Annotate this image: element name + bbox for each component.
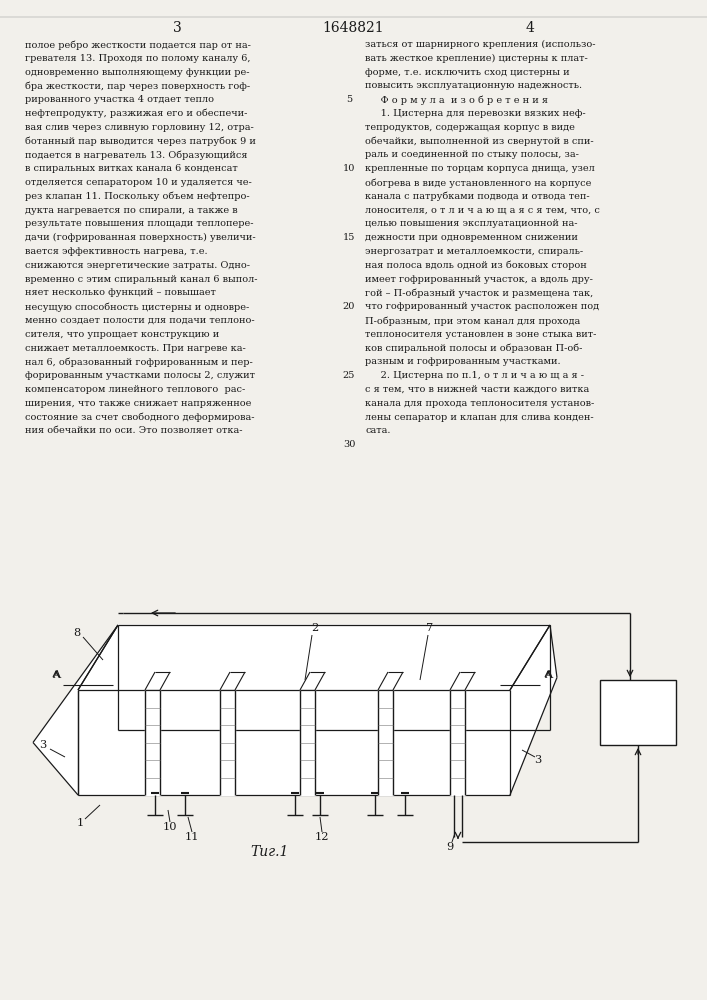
- Text: в спиральных витках канала 6 конденсат: в спиральных витках канала 6 конденсат: [25, 164, 238, 173]
- Polygon shape: [78, 625, 550, 690]
- Text: одновременно выполняющему функции ре-: одновременно выполняющему функции ре-: [25, 68, 250, 77]
- Text: 1: 1: [76, 818, 83, 828]
- Text: 5: 5: [346, 95, 352, 104]
- Text: вается эффективность нагрева, т.е.: вается эффективность нагрева, т.е.: [25, 247, 208, 256]
- Text: вая слив через сливную горловину 12, отра-: вая слив через сливную горловину 12, отр…: [25, 123, 254, 132]
- Text: дачи (гофрированная поверхность) увеличи-: дачи (гофрированная поверхность) увеличи…: [25, 233, 256, 242]
- Text: сата.: сата.: [365, 426, 390, 435]
- Text: П-образным, при этом канал для прохода: П-образным, при этом канал для прохода: [365, 316, 580, 326]
- Polygon shape: [450, 690, 465, 795]
- Text: теплоносителя установлен в зоне стыка вит-: теплоносителя установлен в зоне стыка ви…: [365, 330, 597, 339]
- Text: полое ребро жесткости подается пар от на-: полое ребро жесткости подается пар от на…: [25, 40, 251, 49]
- Text: с я тем, что в нижней части каждого витка: с я тем, что в нижней части каждого витк…: [365, 385, 589, 394]
- Polygon shape: [33, 625, 118, 795]
- Text: заться от шарнирного крепления (использо-: заться от шарнирного крепления (использо…: [365, 40, 595, 49]
- Text: снижает металлоемкость. При нагреве ка-: снижает металлоемкость. При нагреве ка-: [25, 344, 246, 353]
- Text: разным и гофрированным участками.: разным и гофрированным участками.: [365, 357, 561, 366]
- Polygon shape: [378, 690, 393, 795]
- Text: лоносителя, о т л и ч а ю щ а я с я тем, что, с: лоносителя, о т л и ч а ю щ а я с я тем,…: [365, 206, 600, 215]
- Text: рез клапан 11. Поскольку объем нефтепро-: рез клапан 11. Поскольку объем нефтепро-: [25, 192, 250, 201]
- Text: несущую способность цистерны и одновре-: несущую способность цистерны и одновре-: [25, 302, 250, 312]
- Text: лены сепаратор и клапан для слива конден-: лены сепаратор и клапан для слива конден…: [365, 413, 594, 422]
- Text: 2: 2: [311, 623, 319, 633]
- Text: гревателя 13. Проходя по полому каналу 6,: гревателя 13. Проходя по полому каналу 6…: [25, 54, 250, 63]
- Text: Ф о р м у л а  и з о б р е т е н и я: Ф о р м у л а и з о б р е т е н и я: [365, 95, 548, 105]
- Text: бра жесткости, пар через поверхность гоф-: бра жесткости, пар через поверхность гоф…: [25, 81, 250, 91]
- Bar: [600, 680, 676, 745]
- Text: результате повышения площади теплопере-: результате повышения площади теплопере-: [25, 219, 254, 228]
- Text: 2. Цистерна по п.1, о т л и ч а ю щ а я -: 2. Цистерна по п.1, о т л и ч а ю щ а я …: [365, 371, 584, 380]
- Text: ширения, что также снижает напряженное: ширения, что также снижает напряженное: [25, 399, 252, 408]
- Text: повысить эксплуатационную надежность.: повысить эксплуатационную надежность.: [365, 81, 582, 90]
- Text: компенсатором линейного теплового  рас-: компенсатором линейного теплового рас-: [25, 385, 245, 394]
- Text: канала с патрубками подвода и отвода теп-: канала с патрубками подвода и отвода теп…: [365, 192, 590, 201]
- Text: канала для прохода теплоносителя установ-: канала для прохода теплоносителя установ…: [365, 399, 595, 408]
- Text: 3: 3: [40, 740, 47, 750]
- Text: подается в нагреватель 13. Образующийся: подается в нагреватель 13. Образующийся: [25, 150, 247, 160]
- Text: обогрева в виде установленного на корпусе: обогрева в виде установленного на корпус…: [365, 178, 591, 188]
- Text: 3: 3: [534, 755, 542, 765]
- Polygon shape: [220, 690, 235, 795]
- Polygon shape: [300, 690, 315, 795]
- Text: дукта нагревается по спирали, а также в: дукта нагревается по спирали, а также в: [25, 206, 238, 215]
- Polygon shape: [145, 690, 160, 795]
- Text: Τиг.1: Τиг.1: [251, 845, 289, 859]
- Polygon shape: [78, 690, 510, 795]
- Text: тепродуктов, содержащая корпус в виде: тепродуктов, содержащая корпус в виде: [365, 123, 575, 132]
- Text: нал 6, образованный гофрированным и пер-: нал 6, образованный гофрированным и пер-: [25, 357, 252, 367]
- Text: 7: 7: [426, 623, 433, 633]
- Text: крепленные по торцам корпуса днища, узел: крепленные по торцам корпуса днища, узел: [365, 164, 595, 173]
- Text: форированным участками полосы 2, служит: форированным участками полосы 2, служит: [25, 371, 255, 380]
- Text: менно создает полости для подачи теплоно-: менно создает полости для подачи теплоно…: [25, 316, 255, 325]
- Text: 12: 12: [315, 832, 329, 842]
- Text: 1. Цистерна для перевозки вязких неф-: 1. Цистерна для перевозки вязких неф-: [365, 109, 585, 118]
- Polygon shape: [510, 625, 557, 795]
- Text: 8: 8: [74, 628, 81, 638]
- Text: форме, т.е. исключить сход цистерны и: форме, т.е. исключить сход цистерны и: [365, 68, 570, 77]
- Text: вать жесткое крепление) цистерны к плат-: вать жесткое крепление) цистерны к плат-: [365, 54, 588, 63]
- Text: дежности при одновременном снижении: дежности при одновременном снижении: [365, 233, 578, 242]
- Text: нефтепродукту, разжижая его и обеспечи-: нефтепродукту, разжижая его и обеспечи-: [25, 109, 247, 118]
- Text: сителя, что упрощает конструкцию и: сителя, что упрощает конструкцию и: [25, 330, 219, 339]
- Text: няет несколько функций – повышает: няет несколько функций – повышает: [25, 288, 216, 297]
- Text: 20: 20: [343, 302, 355, 311]
- Text: обечайки, выполненной из свернутой в спи-: обечайки, выполненной из свернутой в спи…: [365, 137, 594, 146]
- Text: рированного участка 4 отдает тепло: рированного участка 4 отдает тепло: [25, 95, 214, 104]
- Text: 10: 10: [343, 164, 355, 173]
- Text: 25: 25: [343, 371, 355, 380]
- Text: снижаются энергетические затраты. Одно-: снижаются энергетические затраты. Одно-: [25, 261, 250, 270]
- Text: 11: 11: [185, 832, 199, 842]
- Text: 30: 30: [343, 440, 355, 449]
- Text: отделяется сепаратором 10 и удаляется че-: отделяется сепаратором 10 и удаляется че…: [25, 178, 252, 187]
- Text: целью повышения эксплуатационной на-: целью повышения эксплуатационной на-: [365, 219, 578, 228]
- Text: состояние за счет свободного деформирова-: состояние за счет свободного деформирова…: [25, 413, 255, 422]
- Text: раль и соединенной по стыку полосы, за-: раль и соединенной по стыку полосы, за-: [365, 150, 579, 159]
- Text: ния обечайки по оси. Это позволяет отка-: ния обечайки по оси. Это позволяет отка-: [25, 426, 243, 435]
- Text: 1648821: 1648821: [322, 21, 384, 35]
- Text: имеет гофрированный участок, а вдоль дру-: имеет гофрированный участок, а вдоль дру…: [365, 275, 593, 284]
- Text: 15: 15: [343, 233, 355, 242]
- Text: энергозатрат и металлоемкости, спираль-: энергозатрат и металлоемкости, спираль-: [365, 247, 583, 256]
- Text: 9: 9: [446, 842, 454, 852]
- Text: 10: 10: [163, 822, 177, 832]
- Text: 3: 3: [173, 21, 182, 35]
- Text: ная полоса вдоль одной из боковых сторон: ная полоса вдоль одной из боковых сторон: [365, 261, 587, 270]
- Text: что гофрированный участок расположен под: что гофрированный участок расположен под: [365, 302, 599, 311]
- Text: временно с этим спиральный канал 6 выпол-: временно с этим спиральный канал 6 выпол…: [25, 275, 257, 284]
- Text: A: A: [52, 670, 60, 680]
- Text: ков спиральной полосы и образован П-об-: ков спиральной полосы и образован П-об-: [365, 344, 583, 353]
- Text: ботанный пар выводится через патрубок 9 и: ботанный пар выводится через патрубок 9 …: [25, 137, 256, 146]
- Text: 4: 4: [525, 21, 534, 35]
- Text: гой – П-образный участок и размещена так,: гой – П-образный участок и размещена так…: [365, 288, 593, 298]
- Text: A: A: [544, 670, 552, 680]
